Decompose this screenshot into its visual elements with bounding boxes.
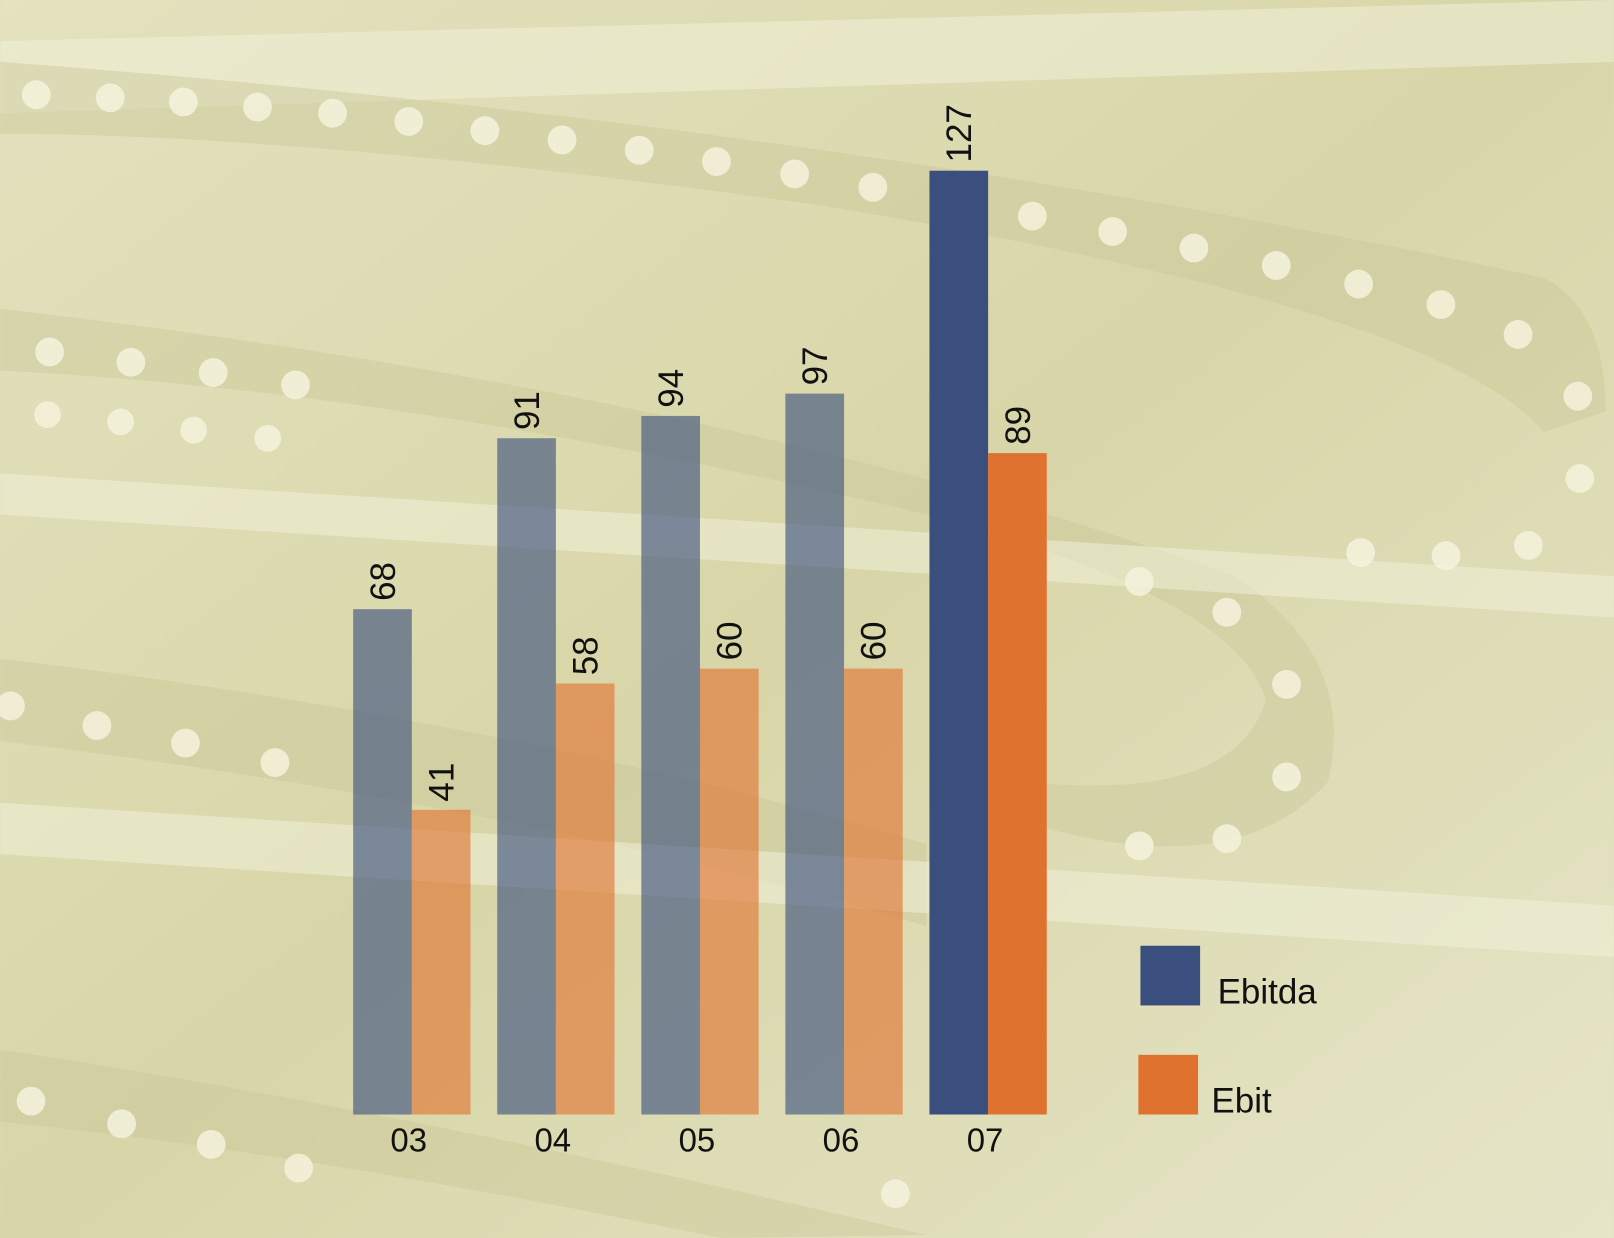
x-tick-label: 07	[967, 1122, 1004, 1159]
bar	[699, 668, 759, 1115]
bar	[497, 438, 556, 1115]
value-label: 41	[423, 763, 462, 802]
legend-label: Ebit	[1211, 1081, 1272, 1120]
bar	[353, 609, 412, 1115]
bar	[844, 668, 903, 1115]
value-label: 89	[999, 406, 1038, 445]
legend-label: Ebitda	[1218, 972, 1318, 1011]
legend-swatch	[1138, 1054, 1199, 1115]
legend: Ebitda Ebit	[1138, 945, 1318, 1120]
value-label: 127	[940, 104, 979, 162]
x-tick-label: 04	[535, 1122, 572, 1159]
bar	[988, 453, 1047, 1115]
bar	[641, 415, 700, 1115]
bar	[411, 809, 471, 1115]
value-label: 94	[652, 369, 691, 408]
value-label: 91	[508, 391, 547, 430]
bar	[929, 170, 989, 1115]
x-tick-label: 06	[823, 1122, 860, 1159]
value-label: 97	[796, 347, 835, 386]
x-tick-label: 03	[390, 1122, 427, 1159]
value-label: 60	[855, 621, 894, 660]
value-label: 58	[567, 636, 606, 675]
legend-swatch	[1140, 945, 1201, 1006]
bar	[555, 683, 615, 1115]
bar	[785, 393, 845, 1115]
value-label: 60	[711, 621, 750, 660]
value-label: 68	[364, 562, 403, 601]
plot-area: 68 41 03 91 58 04 94 60 05 97 60 06 127 89 07	[353, 104, 1047, 1159]
x-tick-label: 05	[679, 1122, 716, 1159]
